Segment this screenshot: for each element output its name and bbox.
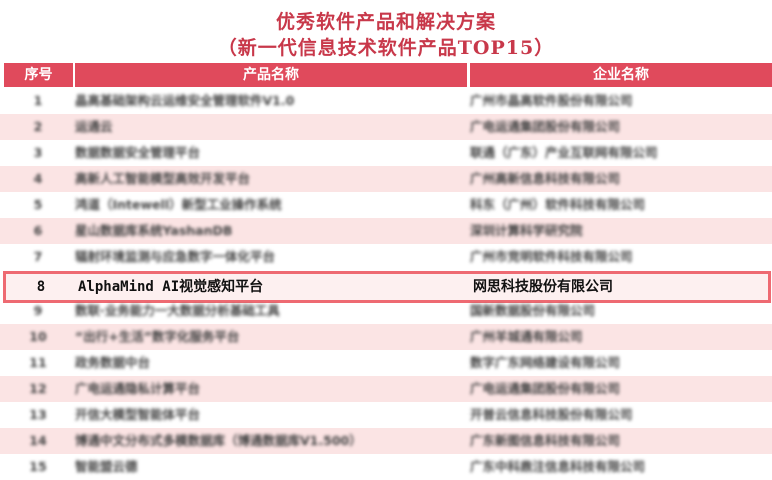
company-name: 广州市竞明软件科技有限公司 — [470, 249, 633, 264]
table-row: 13 开信大模型智能体平台 开普云信息科技股份有限公司 — [0, 402, 772, 428]
row-number: 5 — [33, 197, 43, 212]
row-number: 12 — [29, 381, 47, 396]
product-name: 星山数据库系统YashanDB — [75, 223, 233, 238]
table-row-highlighted: 8 AlphaMind AI视觉感知平台 网思科技股份有限公司 — [3, 271, 771, 303]
product-name: 政务数据中台 — [75, 355, 151, 370]
product-name: 晶高基础架构云运维安全管理软件V1.0 — [75, 93, 295, 108]
product-name: 博通中文分布式多模数据库（博通数据库V1.500） — [75, 433, 362, 448]
row-number: 3 — [33, 145, 43, 160]
row-number: 8 — [36, 279, 46, 295]
row-number: 14 — [29, 433, 47, 448]
table-row: 7 辐射环境监测与应急数字一体化平台 广州市竞明软件科技有限公司 — [0, 244, 772, 270]
product-name: 广电运通隐私计算平台 — [75, 381, 201, 396]
row-number: 9 — [33, 303, 43, 318]
company-name: 广电运通集团股份有限公司 — [470, 381, 621, 396]
table-row: 2 运通云 广电运通集团股份有限公司 — [0, 114, 772, 140]
table-row: 15 智能盟云德 广东中科鼎注信息科技有限公司 — [0, 454, 772, 480]
row-number: 11 — [29, 355, 47, 370]
page-subtitle: （新一代信息技术软件产品TOP15） — [217, 37, 555, 59]
table-row: 10 “出行+生活”数字化服务平台 广州羊城通有限公司 — [0, 324, 772, 350]
company-name: 广东新图信息科技有限公司 — [470, 433, 621, 448]
company-name: 广东中科鼎注信息科技有限公司 — [470, 459, 646, 474]
page-title: 优秀软件产品和解决方案 — [275, 11, 496, 33]
row-number: 10 — [29, 329, 47, 344]
product-name: 数联·业务能力一大数据分析基础工具 — [75, 303, 280, 318]
row-number: 15 — [29, 459, 47, 474]
row-number: 7 — [33, 249, 43, 264]
company-name: 联通（广东）产业互联网有限公司 — [470, 145, 658, 160]
company-name: 网思科技股份有限公司 — [473, 279, 613, 295]
row-number: 6 — [33, 223, 43, 238]
company-name: 广州市晶高软件股份有限公司 — [470, 93, 633, 108]
table-row: 6 星山数据库系统YashanDB 深圳计算科学研究院 — [0, 218, 772, 244]
product-name: 开信大模型智能体平台 — [75, 407, 201, 422]
table-row: 3 数据数据安全管理平台 联通（广东）产业互联网有限公司 — [0, 140, 772, 166]
company-name: 国新数据股份有限公司 — [470, 303, 596, 318]
product-name: “出行+生活”数字化服务平台 — [75, 329, 240, 344]
row-number: 13 — [29, 407, 47, 422]
table-row: 12 广电运通隐私计算平台 广电运通集团股份有限公司 — [0, 376, 772, 402]
company-name: 开普云信息科技股份有限公司 — [470, 407, 633, 422]
header-product: 产品名称 — [75, 63, 467, 87]
product-name: 辐射环境监测与应急数字一体化平台 — [75, 249, 276, 264]
table-row: 11 政务数据中台 数字广东网络建设有限公司 — [0, 350, 772, 376]
table-row: 5 鸿道（Intewell）新型工业操作系统 科东（广州）软件科技有限公司 — [0, 192, 772, 218]
product-name: AlphaMind AI视觉感知平台 — [78, 279, 264, 295]
header-company: 企业名称 — [470, 63, 772, 87]
company-name: 广州高新信息科技有限公司 — [470, 171, 621, 186]
table-row: 4 高新人工智能模型高效开发平台 广州高新信息科技有限公司 — [0, 166, 772, 192]
company-name: 深圳计算科学研究院 — [470, 223, 583, 238]
company-name: 数字广东网络建设有限公司 — [470, 355, 621, 370]
product-name: 运通云 — [75, 119, 113, 134]
product-name: 鸿道（Intewell）新型工业操作系统 — [75, 197, 282, 212]
company-name: 科东（广州）软件科技有限公司 — [470, 197, 646, 212]
product-name: 高新人工智能模型高效开发平台 — [75, 171, 251, 186]
product-name: 数据数据安全管理平台 — [75, 145, 201, 160]
product-name: 智能盟云德 — [75, 459, 138, 474]
table-row: 9 数联·业务能力一大数据分析基础工具 国新数据股份有限公司 — [0, 298, 772, 324]
table-row: 14 博通中文分布式多模数据库（博通数据库V1.500） 广东新图信息科技有限公司 — [0, 428, 772, 454]
row-number: 2 — [33, 119, 43, 134]
company-name: 广电运通集团股份有限公司 — [470, 119, 621, 134]
row-number: 1 — [33, 93, 43, 108]
header-no: 序号 — [4, 63, 73, 87]
row-number: 4 — [33, 171, 43, 186]
table-row: 1 晶高基础架构云运维安全管理软件V1.0 广州市晶高软件股份有限公司 — [0, 88, 772, 114]
company-name: 广州羊城通有限公司 — [470, 329, 583, 344]
